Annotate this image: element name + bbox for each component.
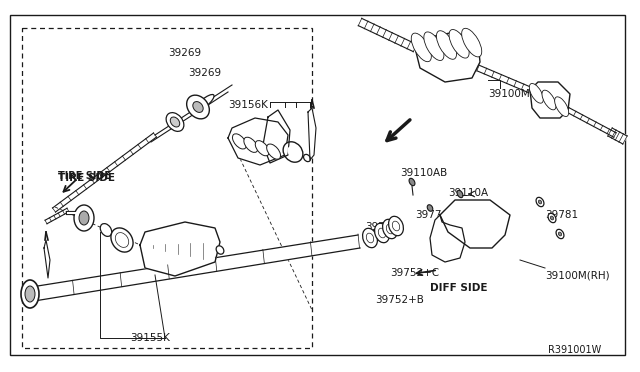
Ellipse shape: [556, 229, 564, 239]
Polygon shape: [430, 215, 465, 262]
Ellipse shape: [366, 233, 374, 243]
Polygon shape: [308, 108, 316, 160]
Text: 39156K: 39156K: [228, 100, 268, 110]
Text: R391001W: R391001W: [548, 345, 601, 355]
Polygon shape: [25, 235, 360, 302]
Ellipse shape: [378, 228, 386, 238]
Ellipse shape: [193, 102, 203, 112]
Ellipse shape: [392, 221, 400, 231]
Ellipse shape: [287, 146, 299, 158]
Ellipse shape: [538, 200, 541, 204]
Ellipse shape: [267, 144, 280, 159]
Ellipse shape: [555, 97, 569, 116]
Ellipse shape: [166, 113, 184, 131]
Text: 39100M(RH): 39100M(RH): [488, 88, 552, 98]
Ellipse shape: [412, 33, 431, 62]
Text: TIRE SIDE: TIRE SIDE: [58, 173, 115, 183]
Ellipse shape: [21, 280, 39, 308]
Ellipse shape: [383, 219, 397, 239]
Polygon shape: [415, 32, 480, 82]
Text: 39752+C: 39752+C: [390, 268, 439, 278]
Ellipse shape: [536, 197, 544, 207]
Polygon shape: [440, 200, 510, 248]
Ellipse shape: [428, 205, 433, 211]
Ellipse shape: [363, 228, 378, 248]
Polygon shape: [263, 110, 290, 163]
Ellipse shape: [192, 94, 214, 113]
Ellipse shape: [550, 216, 554, 220]
Ellipse shape: [170, 117, 180, 127]
Ellipse shape: [457, 190, 463, 198]
Polygon shape: [45, 208, 69, 224]
Text: DIFF SIDE: DIFF SIDE: [430, 283, 488, 293]
Polygon shape: [530, 82, 570, 118]
Polygon shape: [228, 118, 288, 165]
Ellipse shape: [303, 154, 310, 161]
Text: 39781: 39781: [545, 210, 578, 220]
Ellipse shape: [283, 142, 303, 162]
Ellipse shape: [232, 134, 246, 149]
Text: 39752+B: 39752+B: [375, 295, 424, 305]
Text: 39776: 39776: [415, 210, 448, 220]
Ellipse shape: [542, 90, 556, 110]
Text: 39110AB: 39110AB: [400, 168, 447, 178]
Ellipse shape: [409, 178, 415, 186]
Text: 39752: 39752: [365, 222, 398, 232]
Ellipse shape: [558, 232, 562, 236]
Text: 39269: 39269: [168, 48, 201, 58]
Polygon shape: [140, 222, 220, 276]
Ellipse shape: [529, 83, 543, 103]
Ellipse shape: [374, 223, 389, 243]
Ellipse shape: [244, 137, 258, 153]
Ellipse shape: [436, 31, 456, 59]
Ellipse shape: [216, 246, 224, 254]
Polygon shape: [44, 240, 50, 278]
Ellipse shape: [187, 95, 209, 119]
Ellipse shape: [100, 224, 112, 237]
Polygon shape: [358, 18, 417, 52]
Polygon shape: [151, 85, 232, 142]
Polygon shape: [608, 128, 627, 144]
Ellipse shape: [74, 205, 94, 231]
Ellipse shape: [255, 141, 269, 156]
Ellipse shape: [424, 32, 444, 61]
Text: 39269: 39269: [188, 68, 221, 78]
Ellipse shape: [25, 286, 35, 302]
Text: 39100M(RH): 39100M(RH): [545, 270, 610, 280]
Ellipse shape: [115, 232, 129, 247]
Polygon shape: [52, 133, 157, 212]
Polygon shape: [477, 65, 531, 93]
Ellipse shape: [111, 228, 133, 252]
Ellipse shape: [461, 28, 482, 57]
Ellipse shape: [548, 213, 556, 223]
Ellipse shape: [449, 29, 469, 58]
Ellipse shape: [388, 216, 403, 236]
Ellipse shape: [387, 224, 394, 234]
Polygon shape: [567, 108, 616, 137]
Text: 39110A: 39110A: [448, 188, 488, 198]
Text: TIRE SIDE: TIRE SIDE: [58, 171, 111, 181]
Text: 39155K: 39155K: [130, 333, 170, 343]
Ellipse shape: [79, 211, 89, 225]
